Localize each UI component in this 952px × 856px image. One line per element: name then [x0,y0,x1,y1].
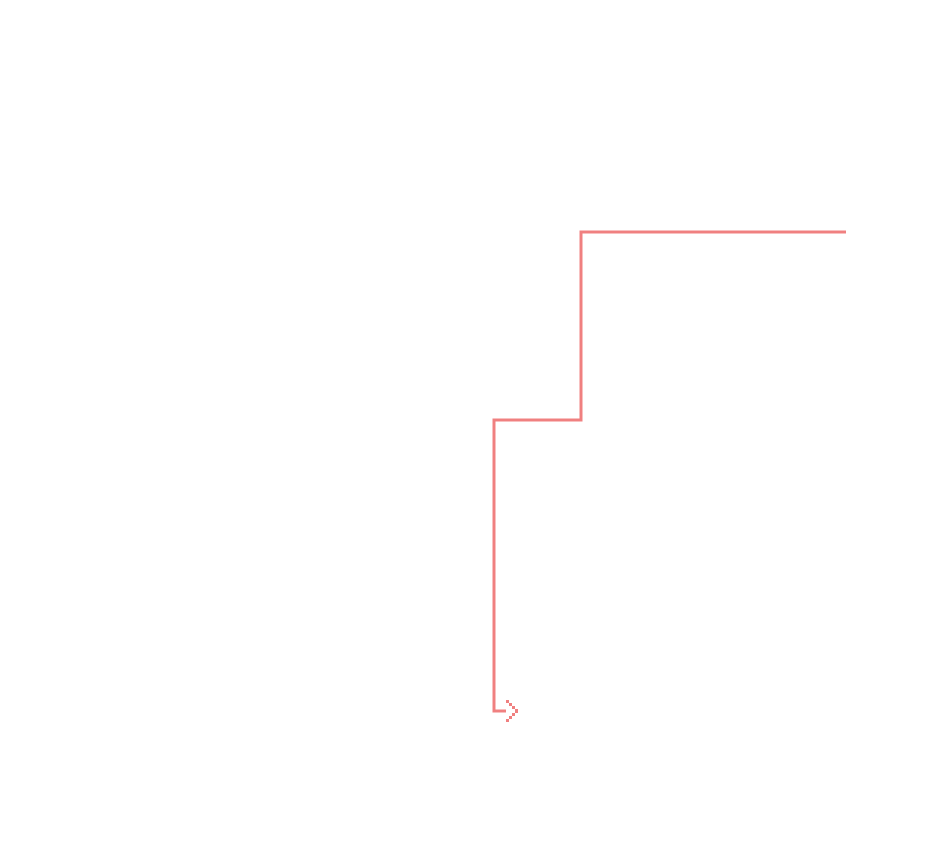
connector-path [492,230,846,713]
chevron-right-icon [506,700,518,722]
connector-line [492,230,846,722]
